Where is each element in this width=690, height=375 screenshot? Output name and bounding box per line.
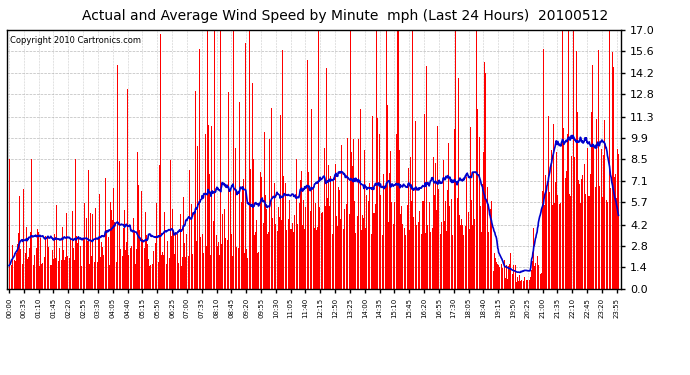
Text: Actual and Average Wind Speed by Minute  mph (Last 24 Hours)  20100512: Actual and Average Wind Speed by Minute … (82, 9, 608, 23)
Text: Copyright 2010 Cartronics.com: Copyright 2010 Cartronics.com (10, 36, 141, 45)
